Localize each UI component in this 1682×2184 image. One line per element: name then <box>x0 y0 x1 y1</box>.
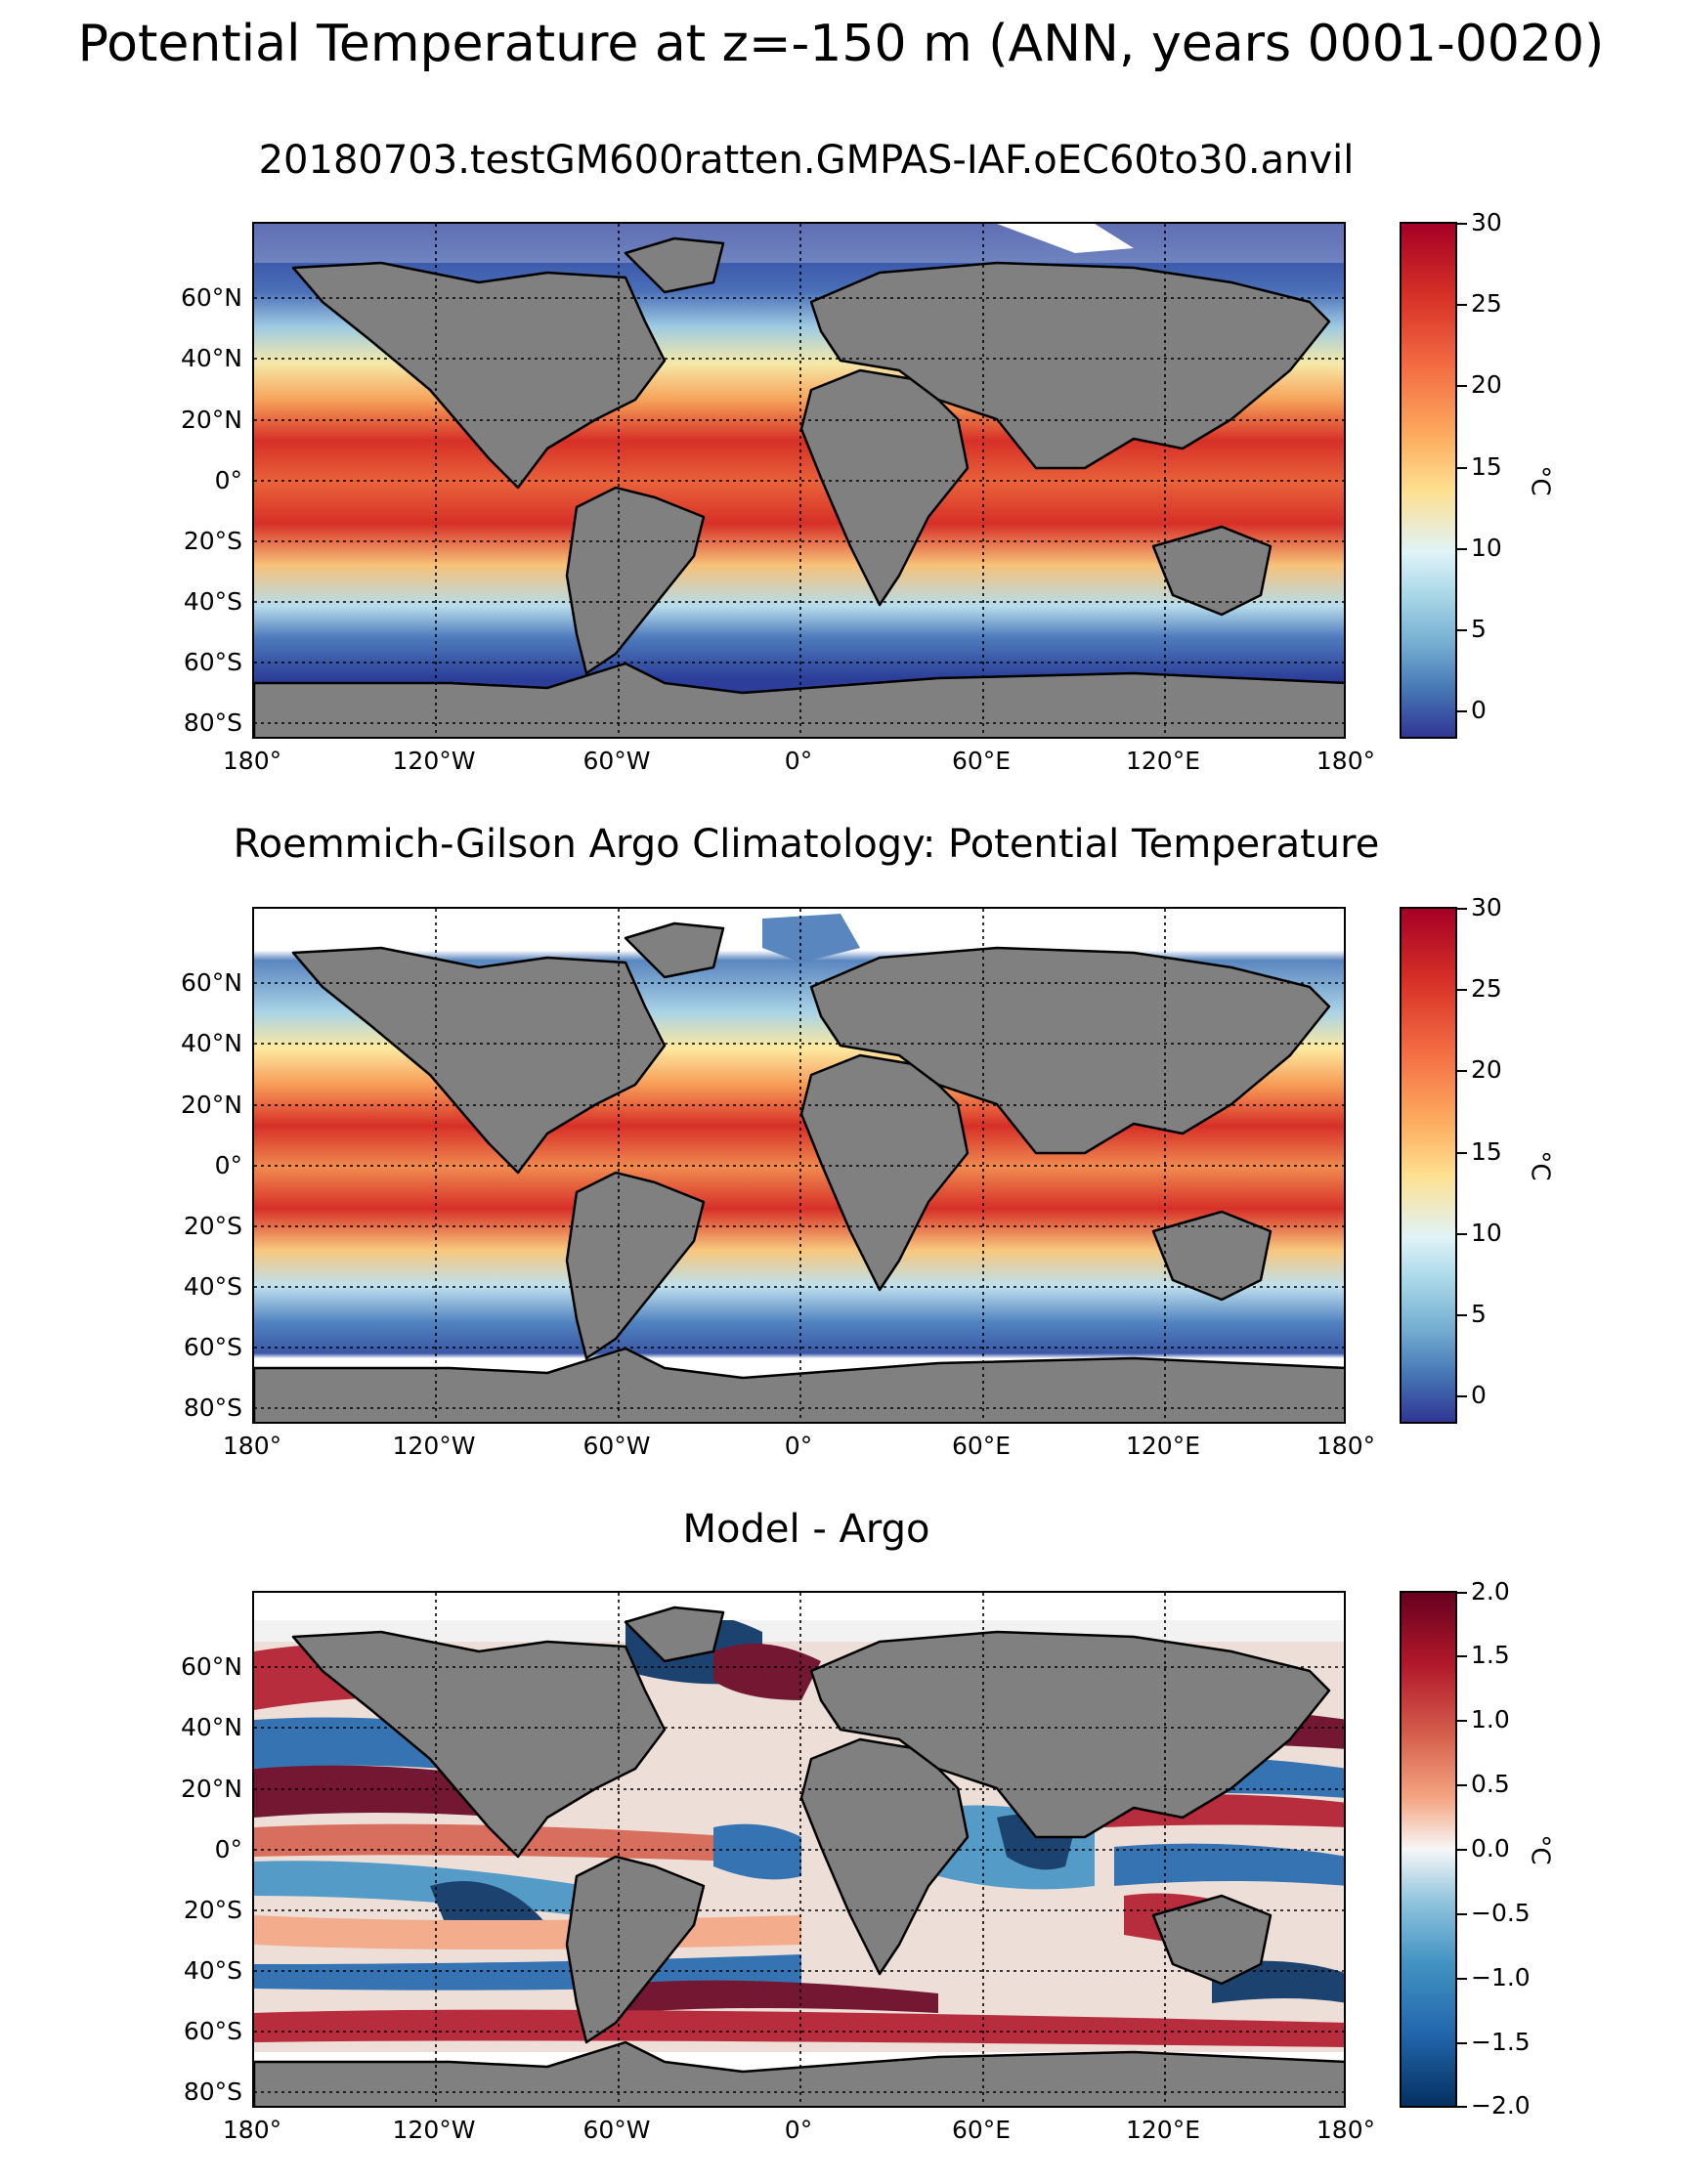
colorbar-unit-label: °C <box>1525 1834 1555 1865</box>
temperature-map-model <box>254 224 1344 737</box>
colorbar <box>1400 222 1457 739</box>
colorbar-tick-label: −0.5 <box>1471 1899 1531 1927</box>
lon-tick-label: 60°E <box>951 747 1012 775</box>
lon-tick-label: 0° <box>784 1432 813 1460</box>
lat-tick-label: 0° <box>214 1151 242 1179</box>
lon-tick-label: 120°W <box>392 1432 476 1460</box>
figure-suptitle: Potential Temperature at z=-150 m (ANN, … <box>77 15 1605 73</box>
lat-tick-label: 60°N <box>180 283 242 312</box>
lon-tick-label: 120°W <box>392 2116 476 2144</box>
colorbar-tick-label: −1.5 <box>1471 2028 1531 2056</box>
lat-tick-label: 20°S <box>183 1896 242 1924</box>
lat-tick-label: 20°N <box>180 406 242 434</box>
lat-tick-label: 60°N <box>180 968 242 997</box>
lat-tick-label: 80°S <box>183 2077 242 2106</box>
colorbar-tick-label: 10 <box>1471 1219 1502 1247</box>
lon-tick-label: 120°E <box>1125 2116 1200 2144</box>
colorbar-tick-label: 0 <box>1471 696 1487 724</box>
colorbar-tick-label: 20 <box>1471 1055 1502 1084</box>
lat-tick-label: 60°S <box>183 1333 242 1361</box>
colorbar-tick-label: 20 <box>1471 370 1502 399</box>
colorbar-tick-label: −2.0 <box>1471 2091 1531 2120</box>
panel-title: Roemmich-Gilson Argo Climatology: Potent… <box>233 822 1380 867</box>
colorbar-tick-label: 25 <box>1471 289 1502 318</box>
lon-tick-label: 120°W <box>392 747 476 775</box>
colorbar <box>1400 907 1457 1424</box>
lon-tick-label: 0° <box>784 747 813 775</box>
colorbar-tick-label: 30 <box>1471 208 1502 236</box>
colorbar-tick-label: 0.0 <box>1471 1834 1510 1863</box>
colorbar-tick-label: 25 <box>1471 974 1502 1003</box>
lat-tick-label: 0° <box>214 1835 242 1863</box>
lon-tick-label: 60°W <box>582 747 651 775</box>
lon-tick-label: 120°E <box>1125 747 1200 775</box>
lat-tick-label: 0° <box>214 466 242 494</box>
lon-tick-label: 60°W <box>582 2116 651 2144</box>
lat-tick-label: 40°S <box>183 587 242 616</box>
colorbar-tick-label: 5 <box>1471 615 1487 643</box>
colorbar-tick-label: −1.0 <box>1471 1963 1531 1991</box>
difference-map <box>254 1593 1344 2106</box>
lon-tick-label: 0° <box>784 2116 813 2144</box>
lat-tick-label: 60°S <box>183 2017 242 2045</box>
panel-title: 20180703.testGM600ratten.GMPAS-IAF.oEC60… <box>258 138 1355 183</box>
lat-tick-label: 80°S <box>183 1393 242 1422</box>
map-plot <box>252 907 1346 1424</box>
lat-tick-label: 80°S <box>183 708 242 737</box>
lat-tick-label: 20°S <box>183 1212 242 1240</box>
lon-tick-label: 180° <box>222 747 282 775</box>
colorbar-tick-label: 15 <box>1471 452 1502 481</box>
temperature-map-argo <box>254 909 1344 1422</box>
colorbar-tick-label: 1.0 <box>1471 1705 1510 1734</box>
lat-tick-label: 40°N <box>180 1713 242 1741</box>
lat-tick-label: 40°S <box>183 1956 242 1985</box>
lon-tick-label: 180° <box>1315 2116 1376 2144</box>
lat-tick-label: 40°S <box>183 1272 242 1301</box>
colorbar-tick-label: 5 <box>1471 1300 1487 1328</box>
lat-tick-label: 20°N <box>180 1091 242 1119</box>
colorbar-tick-label: 15 <box>1471 1137 1502 1166</box>
colorbar-tick-label: 2.0 <box>1471 1577 1510 1606</box>
colorbar-tick-label: 0 <box>1471 1381 1487 1409</box>
lon-tick-label: 180° <box>1315 1432 1376 1460</box>
lon-tick-label: 180° <box>222 1432 282 1460</box>
lat-tick-label: 60°S <box>183 648 242 676</box>
lon-tick-label: 120°E <box>1125 1432 1200 1460</box>
colorbar-tick-label: 10 <box>1471 534 1502 562</box>
lon-tick-label: 60°W <box>582 1432 651 1460</box>
map-plot <box>252 1591 1346 2108</box>
lat-tick-label: 40°N <box>180 344 242 372</box>
lat-tick-label: 40°N <box>180 1029 242 1057</box>
map-plot <box>252 222 1346 739</box>
colorbar <box>1400 1591 1457 2108</box>
lat-tick-label: 60°N <box>180 1652 242 1681</box>
colorbar-tick-label: 0.5 <box>1471 1770 1510 1798</box>
panel-title: Model - Argo <box>682 1507 930 1552</box>
colorbar-unit-label: °C <box>1525 1150 1555 1181</box>
colorbar-tick-label: 30 <box>1471 893 1502 921</box>
lon-tick-label: 180° <box>1315 747 1376 775</box>
lat-tick-label: 20°N <box>180 1775 242 1803</box>
lat-tick-label: 20°S <box>183 527 242 555</box>
colorbar-unit-label: °C <box>1525 465 1555 496</box>
colorbar-tick-label: 1.5 <box>1471 1641 1510 1669</box>
lon-tick-label: 60°E <box>951 1432 1012 1460</box>
lon-tick-label: 180° <box>222 2116 282 2144</box>
lon-tick-label: 60°E <box>951 2116 1012 2144</box>
